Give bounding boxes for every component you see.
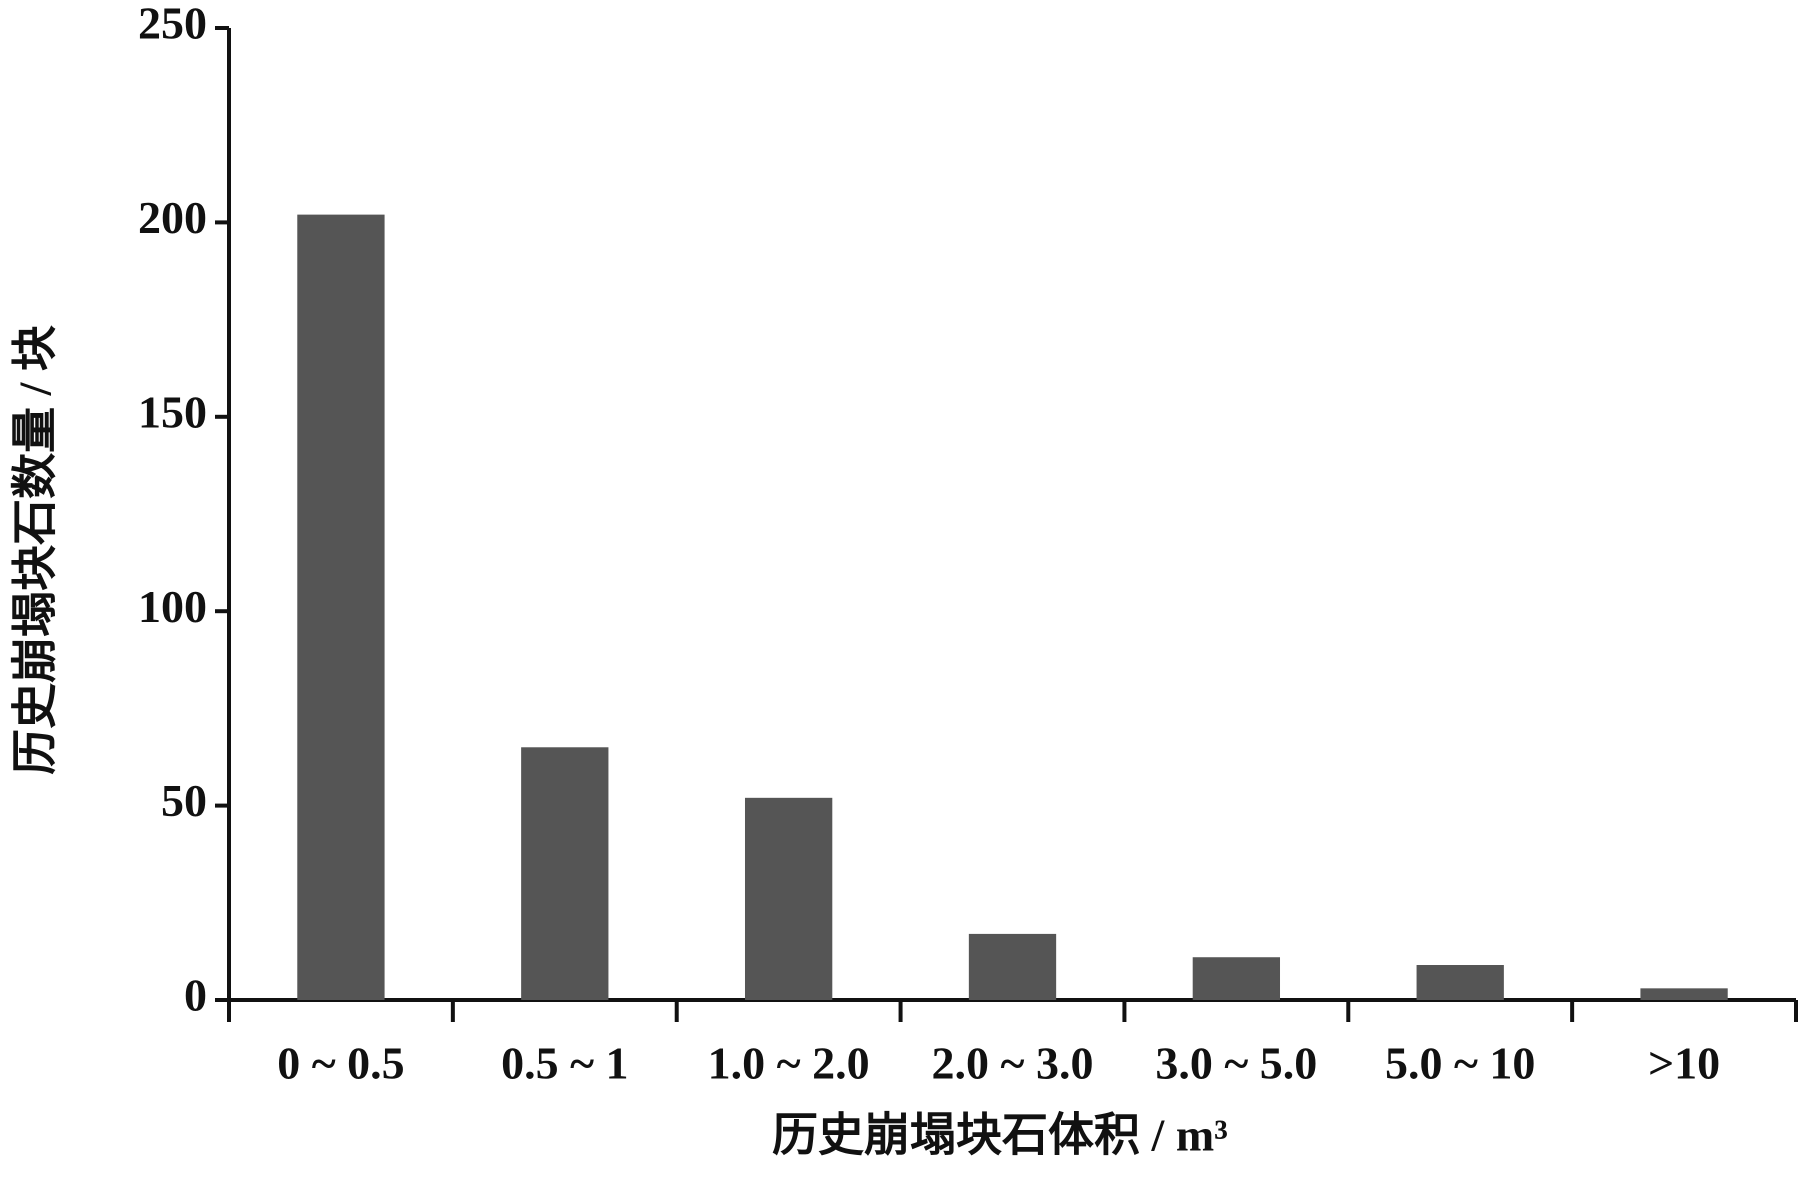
bar (521, 747, 609, 1000)
y-tick-label: 100 (138, 581, 207, 632)
x-tick-label: 2.0 ~ 3.0 (932, 1038, 1094, 1089)
y-tick-label: 0 (184, 970, 207, 1021)
y-tick-label: 200 (138, 192, 207, 243)
y-axis-label: 历史崩塌块石数量 / 块 (10, 325, 61, 775)
x-tick-label: >10 (1648, 1038, 1720, 1089)
bar (297, 214, 385, 1000)
bar (1640, 988, 1728, 1000)
x-tick-label: 1.0 ~ 2.0 (708, 1038, 870, 1089)
x-tick-label: 3.0 ~ 5.0 (1155, 1038, 1317, 1089)
bar (744, 797, 833, 1000)
y-tick-label: 50 (161, 775, 207, 826)
y-tick-label: 250 (138, 0, 207, 49)
x-tick-label: 0 ~ 0.5 (277, 1038, 404, 1089)
x-axis-label: 历史崩塌块石体积 / m³ (772, 1110, 1228, 1161)
bar (1192, 957, 1281, 1000)
bar (968, 933, 1057, 1000)
y-tick-label: 150 (138, 386, 207, 437)
x-tick-label: 0.5 ~ 1 (501, 1038, 628, 1089)
bar (1416, 965, 1504, 1000)
x-tick-label: 5.0 ~ 10 (1385, 1038, 1535, 1089)
